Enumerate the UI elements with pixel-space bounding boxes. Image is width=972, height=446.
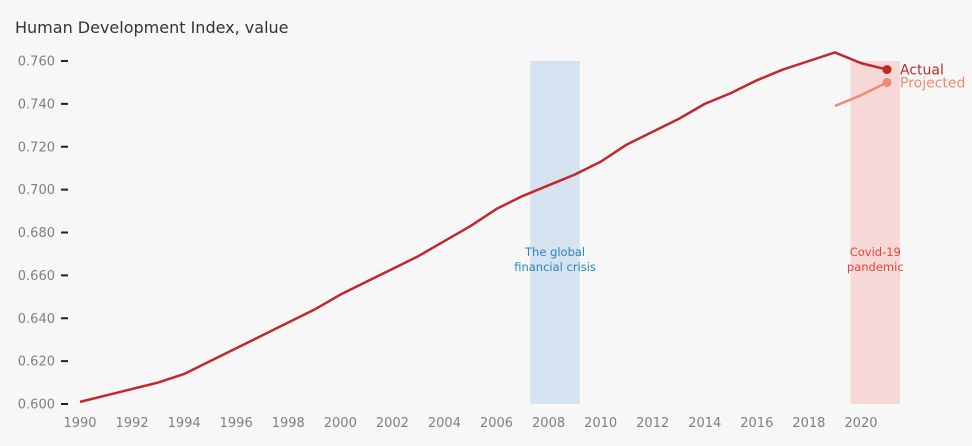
x-tick-label: 2012 (636, 416, 669, 431)
series-end-point-actual (882, 65, 892, 75)
x-tick-label: 2014 (688, 416, 721, 431)
y-tick-label: 0.620 (18, 355, 55, 370)
series-end-point-projected (882, 77, 892, 87)
y-tick-label: 0.640 (18, 312, 55, 327)
series-line-actual (79, 51, 888, 404)
x-tick-label: 2000 (324, 416, 357, 431)
y-tick-label: 0.700 (18, 183, 55, 198)
x-tick-label: 1990 (63, 416, 96, 431)
y-tick-label: 0.720 (18, 140, 55, 155)
x-tick-label: 2016 (740, 416, 773, 431)
y-tick-label: 0.740 (18, 97, 55, 112)
y-tick-label: 0.600 (18, 398, 55, 413)
x-tick-label: 2008 (532, 416, 565, 431)
financial-crisis-band (530, 61, 580, 404)
y-tick-label: 0.680 (18, 226, 55, 241)
y-tick-label: 0.660 (18, 269, 55, 284)
series-line-projected (834, 81, 888, 108)
chart-title: Human Development Index, value (15, 18, 289, 37)
y-tick-label: 0.760 (18, 55, 55, 70)
x-tick-label: 2020 (844, 416, 877, 431)
x-tick-label: 1992 (116, 416, 149, 431)
x-tick-label: 2018 (792, 416, 825, 431)
x-tick-label: 2006 (480, 416, 513, 431)
x-tick-label: 2004 (428, 416, 461, 431)
covid-pandemic-band (850, 61, 901, 404)
x-tick-label: 2002 (376, 416, 409, 431)
x-tick-label: 2010 (584, 416, 617, 431)
series-label-projected: Projected (900, 75, 965, 91)
series-label-actual: Actual (900, 63, 944, 79)
financial-crisis-label: The global (524, 245, 585, 259)
financial-crisis-label: financial crisis (514, 260, 596, 274)
x-tick-label: 1996 (220, 416, 253, 431)
x-tick-label: 1994 (168, 416, 201, 431)
x-tick-label: 1998 (272, 416, 305, 431)
covid-pandemic-label: pandemic (847, 260, 904, 274)
covid-pandemic-label: Covid-19 (850, 245, 901, 259)
